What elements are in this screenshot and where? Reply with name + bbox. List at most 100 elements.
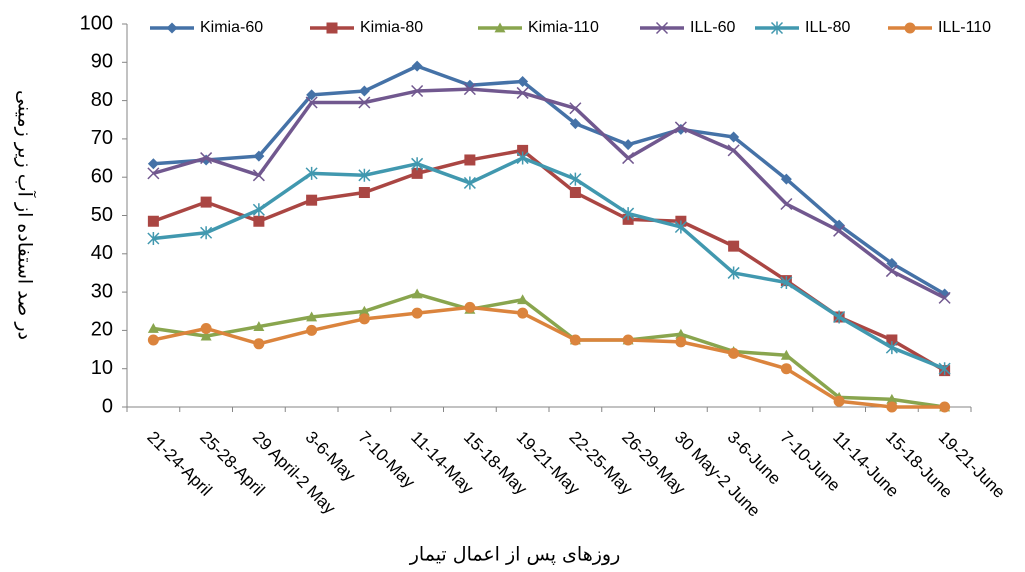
marker xyxy=(569,102,582,115)
marker xyxy=(305,166,318,180)
marker xyxy=(147,231,160,245)
y-tick-label: 80 xyxy=(91,89,113,111)
marker xyxy=(517,75,529,87)
legend-label: ILL-110 xyxy=(938,19,991,36)
marker xyxy=(833,395,845,407)
marker xyxy=(464,154,476,166)
marker xyxy=(252,169,265,182)
marker xyxy=(411,60,423,72)
y-tick-label: 50 xyxy=(91,204,113,226)
series-line xyxy=(152,87,946,300)
y-tick-label: 30 xyxy=(91,280,113,302)
marker xyxy=(780,197,793,211)
y-tick-label: 40 xyxy=(91,242,113,264)
marker xyxy=(200,330,212,341)
y-tick-label: 10 xyxy=(91,357,113,379)
marker xyxy=(728,240,740,252)
marker xyxy=(306,194,318,206)
marker xyxy=(569,172,582,186)
marker xyxy=(622,152,635,165)
x-axis-label: روزهای پس از اعمال تیمار xyxy=(409,544,621,566)
series-line xyxy=(152,148,946,373)
marker xyxy=(306,89,318,101)
marker xyxy=(306,311,318,322)
marker xyxy=(886,401,898,413)
marker xyxy=(885,341,898,355)
marker xyxy=(464,301,476,313)
marker xyxy=(411,307,423,319)
marker xyxy=(517,307,529,319)
marker xyxy=(147,322,159,333)
marker xyxy=(358,187,370,199)
series-line xyxy=(153,305,945,409)
marker xyxy=(411,157,424,171)
marker xyxy=(655,21,669,35)
marker xyxy=(780,363,792,375)
marker xyxy=(727,266,740,280)
marker xyxy=(253,215,265,227)
marker xyxy=(358,168,371,182)
marker xyxy=(463,176,476,190)
marker xyxy=(939,401,951,413)
marker xyxy=(674,220,687,234)
marker xyxy=(833,310,846,324)
legend-label: ILL-80 xyxy=(805,19,850,36)
y-tick-label: 0 xyxy=(102,395,113,417)
marker xyxy=(885,265,898,278)
y-tick-label: 70 xyxy=(91,127,113,149)
marker xyxy=(622,139,634,151)
y-tick-label: 60 xyxy=(91,165,113,187)
y-tick-label: 20 xyxy=(91,319,113,341)
marker xyxy=(358,305,370,316)
marker xyxy=(166,22,178,34)
marker xyxy=(358,96,371,109)
legend-label: Kimia-110 xyxy=(528,19,599,36)
marker xyxy=(886,257,898,269)
series-line xyxy=(153,156,946,371)
marker xyxy=(358,85,370,97)
marker xyxy=(517,144,529,156)
marker xyxy=(675,328,687,339)
marker xyxy=(200,152,213,165)
marker xyxy=(252,203,265,217)
legend-label: ILL-60 xyxy=(690,19,735,36)
marker xyxy=(253,321,265,331)
legend-label: Kimia-60 xyxy=(200,19,263,36)
y-axis-label: در صد استفاده از آب زیر زمینی xyxy=(14,90,38,340)
marker xyxy=(727,144,740,157)
y-tick-label: 100 xyxy=(80,12,113,34)
marker xyxy=(200,196,212,208)
marker xyxy=(463,83,476,96)
marker xyxy=(306,324,318,336)
x-tick-label: 7-10-May xyxy=(354,428,419,493)
marker xyxy=(147,334,159,346)
marker xyxy=(886,393,898,404)
marker xyxy=(675,336,687,348)
marker xyxy=(200,226,213,240)
marker xyxy=(569,187,581,199)
marker xyxy=(780,276,793,290)
marker xyxy=(516,151,529,165)
y-tick-label: 90 xyxy=(91,51,113,73)
marker xyxy=(253,338,265,350)
marker xyxy=(938,291,951,304)
marker xyxy=(674,121,687,134)
marker xyxy=(728,131,740,143)
marker xyxy=(569,118,581,130)
marker xyxy=(411,167,423,179)
marker xyxy=(833,224,846,237)
series-line xyxy=(153,292,945,409)
marker xyxy=(411,84,424,98)
marker xyxy=(305,96,318,109)
marker xyxy=(938,362,951,376)
series-line xyxy=(153,64,946,296)
marker xyxy=(517,294,529,305)
marker xyxy=(147,158,159,170)
marker xyxy=(253,150,265,162)
marker xyxy=(886,334,898,346)
marker xyxy=(411,288,423,299)
marker xyxy=(147,167,160,180)
marker xyxy=(728,347,740,359)
marker xyxy=(780,173,792,185)
